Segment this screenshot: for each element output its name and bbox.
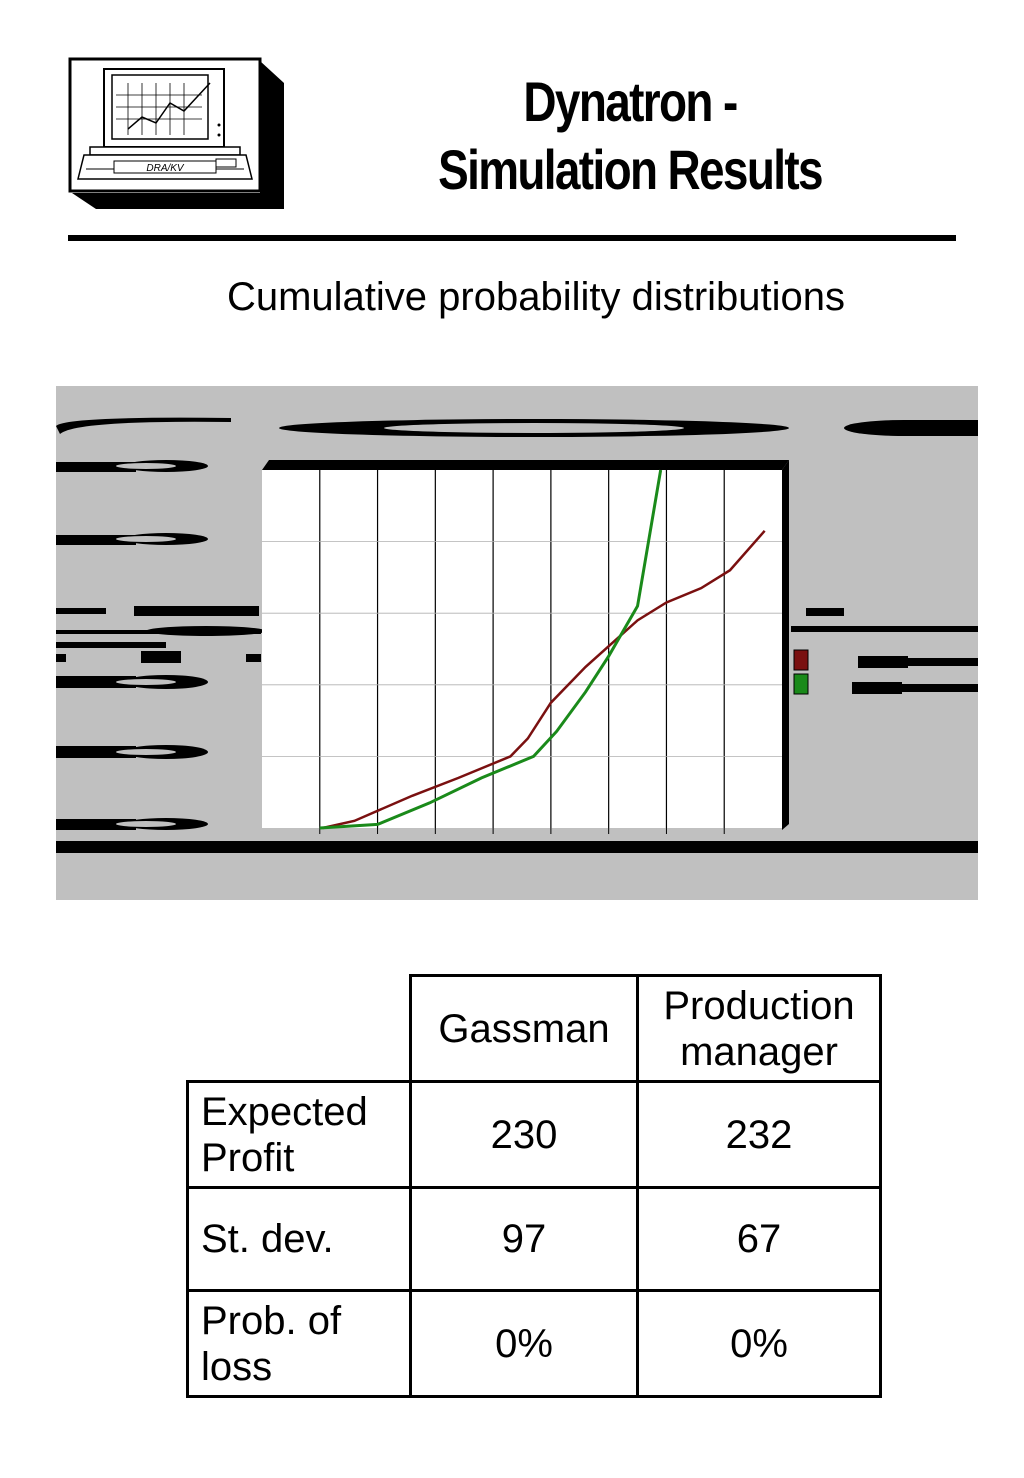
series-line-2 [319, 469, 663, 830]
cell-value: 232 [636, 1080, 882, 1189]
table-row: Prob. of loss 0% 0% [186, 1289, 882, 1398]
page-title: Dynatron - Simulation Results [384, 68, 876, 204]
table-row: Expected Profit 230 232 [186, 1080, 882, 1189]
cell-value: 0% [636, 1289, 882, 1398]
legend-swatch-2 [793, 673, 809, 695]
header-divider [68, 235, 956, 241]
plot-area [262, 470, 782, 828]
cell-value: 0% [409, 1289, 639, 1398]
computer-logo-icon: DRA/KV [66, 55, 288, 213]
chart-subtitle: Cumulative probability distributions [226, 275, 846, 319]
column-header-production-manager: Production manager [636, 974, 882, 1083]
results-table: Gassman Production manager Expected Prof… [186, 974, 882, 1398]
column-header-gassman: Gassman [409, 974, 639, 1083]
legend-swatch-1 [793, 649, 809, 671]
cell-value: 67 [636, 1186, 882, 1292]
chart-gridlines [262, 470, 782, 834]
logo-label: DRA/KV [146, 163, 185, 174]
title-line-2: Simulation Results [438, 138, 823, 201]
table-header-row: Gassman Production manager [188, 974, 882, 1083]
table-corner-cell [188, 976, 411, 1082]
cumulative-distribution-chart [56, 386, 978, 900]
row-label-expected-profit: Expected Profit [186, 1080, 412, 1189]
table-row: St. dev. 97 67 [186, 1186, 882, 1292]
row-label-prob-of-loss: Prob. of loss [186, 1289, 412, 1398]
cell-value: 97 [409, 1186, 639, 1292]
row-label-st-dev: St. dev. [186, 1186, 412, 1292]
title-line-1: Dynatron - [523, 70, 738, 133]
series-line-1 [322, 530, 766, 830]
cell-value: 230 [409, 1080, 639, 1189]
